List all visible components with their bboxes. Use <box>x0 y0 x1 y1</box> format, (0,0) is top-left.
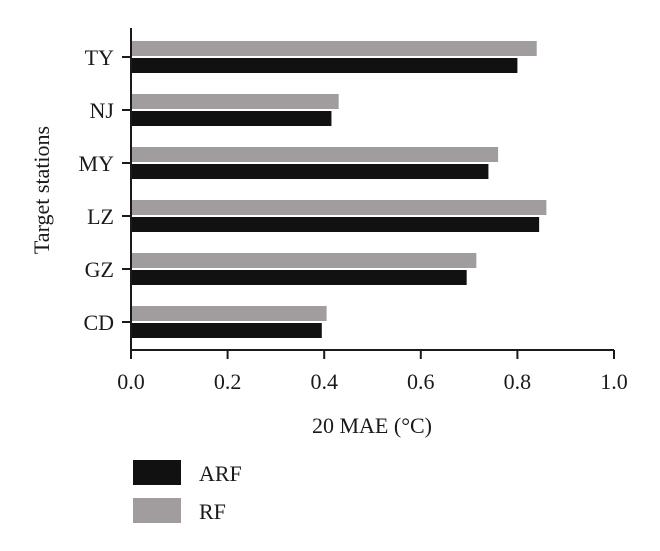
y-tick-label: LZ <box>87 204 114 229</box>
bar-rf-nj <box>132 94 339 109</box>
legend-swatch-rf <box>133 498 181 523</box>
y-tick-label: TY <box>85 45 114 70</box>
x-tick-label: 1.0 <box>600 369 628 394</box>
x-tick-label: 0.2 <box>214 369 242 394</box>
x-tick-label: 0.6 <box>407 369 435 394</box>
bar-rf-cd <box>132 306 327 321</box>
y-ticks-group: TY NJ MY LZ GZ CD <box>79 45 131 335</box>
y-tick-label: CD <box>83 310 114 335</box>
y-tick-label: NJ <box>90 98 115 123</box>
legend-label-arf: ARF <box>199 461 242 486</box>
y-tick-label: MY <box>79 151 115 176</box>
bar-rf-lz <box>132 200 547 215</box>
y-axis-title: Target stations <box>29 126 54 254</box>
x-tick-label: 0.8 <box>504 369 532 394</box>
bar-arf-gz <box>132 270 467 285</box>
x-tick-label: 0.4 <box>310 369 338 394</box>
bar-rf-gz <box>132 253 477 268</box>
x-ticks-group: 0.0 0.2 0.4 0.6 0.8 1.0 <box>117 350 628 394</box>
bar-arf-lz <box>132 217 540 232</box>
legend-label-rf: RF <box>199 499 226 524</box>
x-tick-label: 0.0 <box>117 369 145 394</box>
bar-arf-cd <box>132 323 322 338</box>
bar-arf-my <box>132 164 489 179</box>
bar-rf-ty <box>132 41 537 56</box>
x-axis-title: 20 MAE (°C) <box>312 413 432 438</box>
bar-rf-my <box>132 147 499 162</box>
bar-arf-ty <box>132 58 518 73</box>
bar-arf-nj <box>132 111 332 126</box>
legend-swatch-arf <box>133 460 181 485</box>
y-tick-label: GZ <box>85 257 114 282</box>
bars-group <box>132 41 547 338</box>
legend: ARF RF <box>133 460 242 524</box>
